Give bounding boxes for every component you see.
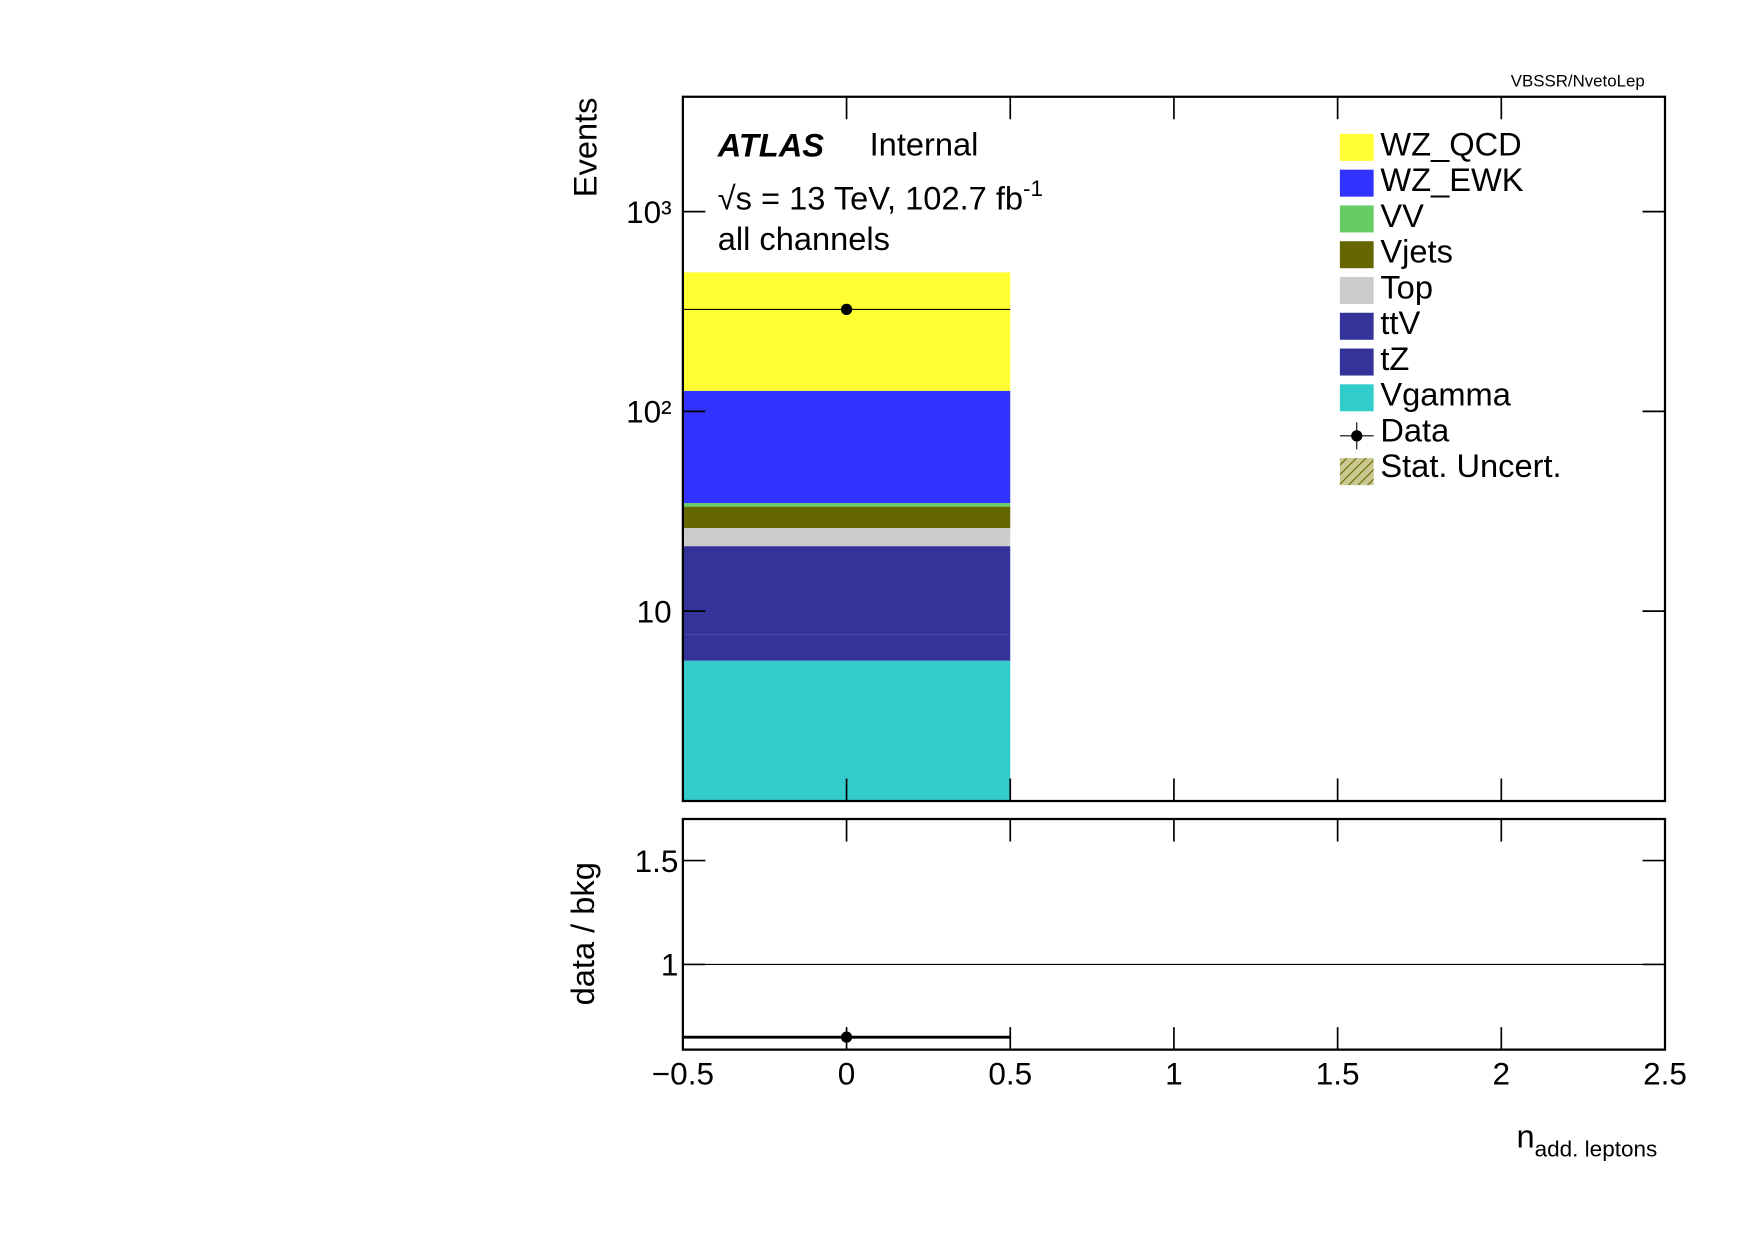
ratio-y-axis-label: data / bkg (564, 862, 601, 1005)
x-axis-label-main: n (1517, 1118, 1535, 1155)
stack-segment (682, 546, 1011, 635)
legend-swatch (1339, 133, 1374, 161)
y-tick-label: 1.5 (635, 843, 679, 879)
channel: all channels (718, 220, 890, 257)
stack-segment (682, 634, 1011, 661)
legend-swatch (1339, 241, 1374, 269)
x-axis-label-sub: add. leptons (1535, 1137, 1658, 1162)
legend-label: VV (1380, 197, 1424, 234)
legend-swatch (1339, 458, 1374, 486)
legend-label: Vgamma (1380, 376, 1511, 413)
x-tick-label: 2 (1493, 1056, 1511, 1092)
lumi-text: √s = 13 TeV, 102.7 fb (718, 179, 1023, 216)
x-tick-label: 0.5 (988, 1056, 1032, 1092)
y-tick-label: 10² (626, 394, 672, 430)
x-tick-label: 1 (1165, 1056, 1183, 1092)
legend-label: Top (1380, 268, 1433, 305)
stack-segment (682, 506, 1011, 529)
legend-label: tZ (1380, 340, 1409, 377)
main-panel (682, 272, 1011, 802)
ratio-frame (681, 817, 1667, 1051)
legend-label: WZ_QCD (1380, 125, 1521, 162)
x-tick-label: 1.5 (1316, 1056, 1360, 1092)
lumi-sup: -1 (1023, 176, 1043, 201)
legend-label: ttV (1380, 304, 1420, 341)
legend-swatch (1339, 276, 1374, 304)
stack-segment (682, 272, 1011, 391)
stack-segment (682, 390, 1011, 504)
x-tick-label: −0.5 (652, 1056, 714, 1092)
stack-segment (682, 503, 1011, 507)
legend-swatch (1339, 205, 1374, 233)
y-tick-label: 1 (661, 947, 679, 983)
legend-swatch (1339, 169, 1374, 197)
legend-swatch (1339, 384, 1374, 412)
legend-label: Data (1380, 411, 1450, 448)
y-tick-label: 10 (637, 593, 672, 629)
y-axis-label: Events (566, 98, 603, 198)
lumi: √s = 13 TeV, 102.7 fb-1 (718, 176, 1043, 216)
legend-swatch (1339, 312, 1374, 340)
x-tick-label: 0 (838, 1056, 856, 1092)
corner-label: VBSSR/NvetoLep (1511, 72, 1645, 91)
x-tick-label: 2.5 (1643, 1056, 1687, 1092)
legend-swatch (1351, 430, 1363, 442)
stack-group (682, 272, 1011, 802)
legend-label: Vjets (1380, 233, 1453, 270)
data-point (840, 303, 853, 316)
y-tick-label: 10³ (626, 194, 672, 230)
stack-segment (682, 660, 1011, 802)
x-axis-label: nadd. leptons (1517, 1118, 1658, 1162)
legend-swatch (1339, 348, 1374, 376)
status: Internal (870, 125, 979, 162)
stack-segment (682, 528, 1011, 547)
legend-label: Stat. Uncert. (1380, 447, 1561, 484)
legend-label: WZ_EWK (1380, 161, 1523, 198)
experiment: ATLAS (717, 126, 825, 163)
